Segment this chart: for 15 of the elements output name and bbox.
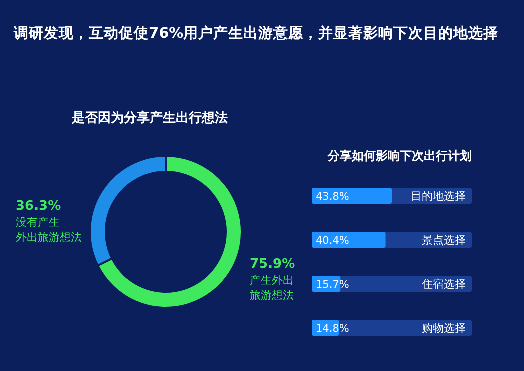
chart-title: 分享如何影响下次出行计划 — [327, 149, 472, 163]
y-tick-label: 住宿选择 — [422, 278, 466, 291]
y-tick-label: 景点选择 — [422, 234, 466, 247]
y-tick-label: 购物选择 — [422, 322, 466, 335]
data-label: 43.8% — [316, 191, 350, 203]
data-label: 36.3% — [16, 199, 62, 214]
data-label: 14.8% — [316, 323, 350, 335]
slice-label: 没有产生外出旅游想法 — [16, 216, 82, 244]
chart-title: 调研发现，互动促使76%用户产生出游意愿，并显著影响下次目的地选择 — [13, 24, 499, 42]
data-label: 15.7% — [316, 279, 350, 291]
y-tick-label: 目的地选择 — [411, 190, 466, 203]
chart-subtitle: 是否因为分享产生出行想法 — [71, 110, 228, 126]
data-label: 75.9% — [250, 257, 296, 272]
slice-label: 产生外出旅游想法 — [250, 274, 294, 302]
data-label: 40.4% — [316, 235, 350, 247]
